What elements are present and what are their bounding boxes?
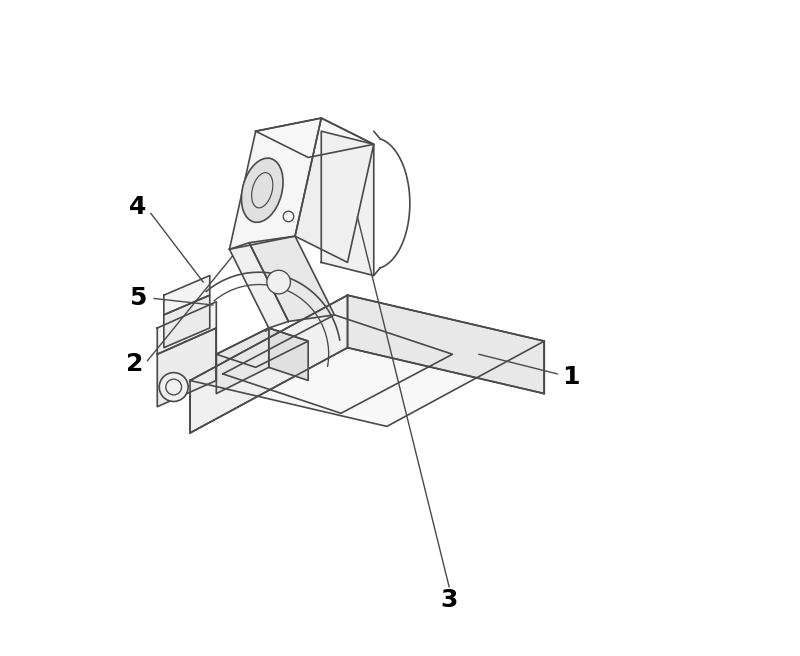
Polygon shape xyxy=(190,295,544,426)
Circle shape xyxy=(159,373,188,401)
Ellipse shape xyxy=(242,158,283,222)
Polygon shape xyxy=(230,118,322,249)
Polygon shape xyxy=(256,118,374,157)
Circle shape xyxy=(267,270,290,294)
Polygon shape xyxy=(230,243,289,328)
Text: 5: 5 xyxy=(129,287,146,310)
Text: 1: 1 xyxy=(562,365,579,389)
Polygon shape xyxy=(216,328,269,394)
Polygon shape xyxy=(249,236,334,321)
Polygon shape xyxy=(190,295,347,433)
Text: 2: 2 xyxy=(126,352,143,376)
Polygon shape xyxy=(164,295,210,348)
Polygon shape xyxy=(347,295,544,394)
Polygon shape xyxy=(216,328,308,367)
Polygon shape xyxy=(158,302,216,354)
Polygon shape xyxy=(322,131,374,276)
Polygon shape xyxy=(164,276,210,315)
Polygon shape xyxy=(295,118,374,262)
Polygon shape xyxy=(269,328,308,380)
Text: 3: 3 xyxy=(441,588,458,612)
Polygon shape xyxy=(158,328,216,407)
Text: 4: 4 xyxy=(129,195,146,218)
